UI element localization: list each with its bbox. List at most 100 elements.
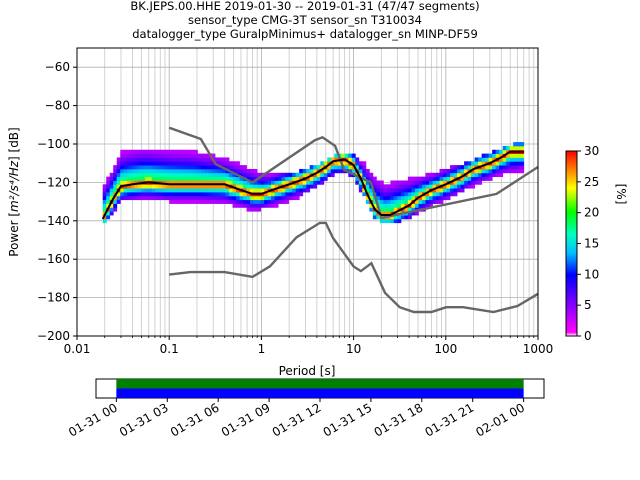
density-cell bbox=[197, 168, 202, 174]
density-cell bbox=[186, 176, 191, 181]
density-cell bbox=[243, 195, 247, 201]
density-cell bbox=[379, 203, 384, 208]
density-cell bbox=[260, 195, 265, 201]
density-cell bbox=[351, 157, 356, 162]
density-cell bbox=[218, 199, 223, 204]
density-cell bbox=[172, 188, 177, 193]
density-cell bbox=[148, 168, 153, 174]
density-cell bbox=[323, 176, 328, 181]
density-cell bbox=[197, 157, 202, 162]
density-cell bbox=[141, 165, 146, 170]
density-cell bbox=[169, 199, 174, 204]
colorbar-ticks: 0 5 10 15 20 25 30 bbox=[577, 144, 599, 343]
density-cell bbox=[379, 184, 384, 189]
density-cell bbox=[169, 161, 174, 166]
density-cell bbox=[186, 172, 191, 178]
density-cell bbox=[393, 207, 398, 212]
density-cell bbox=[278, 188, 283, 193]
new-high-noise-model-line bbox=[168, 126, 538, 220]
density-cell bbox=[204, 168, 209, 174]
density-cell bbox=[369, 203, 374, 208]
density-cell bbox=[176, 157, 181, 162]
density-cell bbox=[260, 184, 265, 189]
time-tick-label: 01-31 12 bbox=[270, 400, 324, 439]
density-cell bbox=[207, 172, 212, 178]
colorbar-tick-label: 0 bbox=[584, 329, 592, 343]
density-cell bbox=[421, 195, 426, 201]
density-cell bbox=[214, 165, 219, 170]
density-cell bbox=[488, 165, 493, 170]
coverage-bar-top bbox=[116, 379, 524, 389]
density-cell bbox=[306, 184, 311, 189]
density-cell bbox=[186, 184, 191, 189]
density-cell bbox=[246, 168, 251, 174]
density-cell bbox=[151, 195, 156, 201]
density-cell bbox=[267, 199, 272, 204]
density-cell bbox=[183, 161, 188, 166]
density-cell bbox=[348, 157, 353, 162]
density-cell bbox=[179, 176, 184, 181]
density-cell bbox=[197, 161, 202, 166]
density-cell bbox=[351, 161, 356, 166]
density-cell bbox=[207, 180, 212, 185]
density-cell bbox=[411, 195, 416, 201]
density-cell bbox=[169, 180, 174, 185]
density-cell bbox=[176, 184, 181, 189]
density-cell bbox=[516, 165, 521, 170]
density-cell bbox=[428, 195, 433, 201]
density-cell bbox=[116, 168, 121, 174]
density-cell bbox=[211, 172, 216, 178]
density-cell bbox=[250, 176, 254, 181]
density-cell bbox=[376, 215, 381, 220]
density-cell bbox=[464, 180, 468, 185]
density-cell bbox=[485, 153, 490, 158]
density-cell bbox=[313, 168, 318, 174]
density-cell bbox=[264, 188, 268, 193]
density-cell bbox=[243, 199, 247, 204]
density-cell bbox=[225, 161, 230, 166]
density-cell bbox=[179, 157, 184, 162]
density-cell bbox=[502, 168, 507, 174]
density-cell bbox=[113, 172, 118, 178]
density-cell bbox=[341, 153, 346, 158]
density-cell bbox=[200, 195, 205, 201]
density-cell bbox=[344, 165, 349, 170]
density-cell bbox=[172, 153, 177, 158]
density-cell bbox=[267, 203, 272, 208]
density-cell bbox=[243, 165, 247, 170]
density-cell bbox=[102, 184, 107, 189]
density-cell bbox=[193, 165, 198, 170]
density-cell bbox=[236, 165, 240, 170]
density-cell bbox=[499, 161, 504, 166]
density-cell bbox=[120, 188, 125, 193]
density-cell bbox=[229, 180, 233, 185]
density-cell bbox=[369, 195, 374, 201]
density-cell bbox=[116, 184, 121, 189]
density-cell bbox=[193, 168, 198, 174]
density-cell bbox=[386, 199, 391, 204]
density-cell bbox=[137, 188, 142, 193]
density-cell bbox=[257, 199, 261, 204]
density-cell bbox=[127, 176, 132, 181]
density-cell bbox=[169, 168, 174, 174]
density-cell bbox=[183, 188, 188, 193]
density-cell bbox=[179, 180, 184, 185]
density-cell bbox=[285, 192, 290, 197]
density-cell bbox=[351, 153, 356, 158]
density-cell bbox=[425, 172, 430, 178]
density-cell bbox=[211, 168, 216, 174]
density-cell bbox=[404, 180, 409, 185]
density-cell bbox=[425, 203, 430, 208]
density-cell bbox=[172, 149, 177, 154]
density-cell bbox=[239, 203, 244, 208]
density-cell bbox=[214, 199, 219, 204]
density-cell bbox=[320, 172, 325, 178]
density-cell bbox=[172, 161, 177, 166]
density-cell bbox=[243, 203, 247, 208]
density-cell bbox=[450, 172, 454, 178]
density-cell bbox=[411, 188, 416, 193]
colorbar-tick-label: 10 bbox=[584, 267, 599, 281]
density-cell bbox=[120, 161, 125, 166]
density-cell bbox=[218, 168, 223, 174]
